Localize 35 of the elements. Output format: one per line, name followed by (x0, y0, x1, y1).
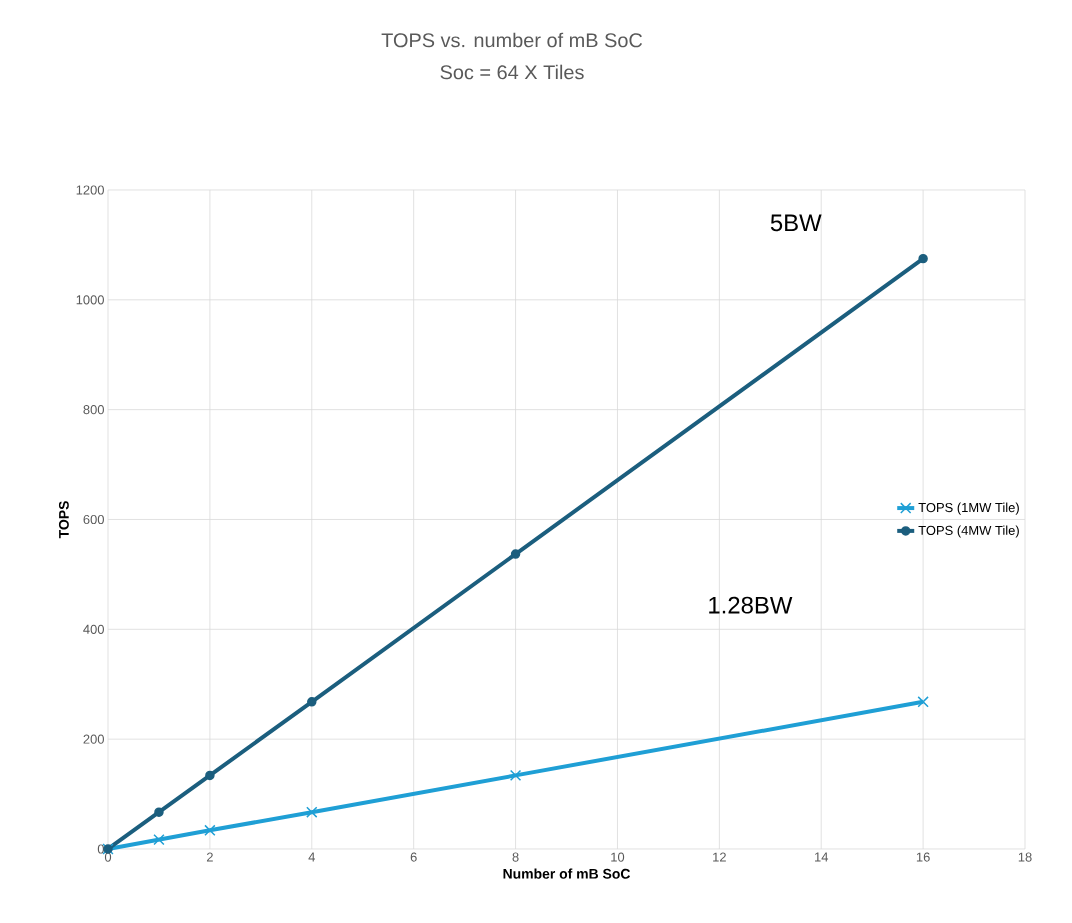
x-tick-label: 2 (206, 852, 213, 862)
annotation: 1.28BW (709, 596, 793, 614)
y-tick-label: 600 (83, 514, 104, 525)
y-tick-label: 400 (83, 624, 104, 634)
point (510, 549, 521, 559)
y-tick-label: 0 (97, 844, 104, 854)
legend-label: TOPS (1MW Tile) (918, 502, 1019, 515)
point (153, 833, 165, 846)
x-tick-label: 6 (410, 852, 417, 862)
x-tick-label: 10 (611, 852, 625, 862)
x-tick-label: 0 (104, 852, 112, 862)
point (918, 253, 928, 264)
legend-label: TOPS (4MW Tile) (918, 525, 1019, 538)
chart-subtitle: Soc = 64 X Tiles (440, 64, 584, 80)
x-tick-label: 14 (815, 852, 829, 862)
point (204, 824, 216, 836)
y-tick-label: 1200 (76, 185, 104, 195)
x-tick-label: 4 (308, 852, 316, 862)
point (917, 696, 929, 708)
x-tick-label: 12 (713, 852, 726, 862)
point (509, 769, 522, 782)
y-axis-title: TOPS (58, 501, 69, 539)
x-axis-title: Number of mB SoC (503, 868, 631, 879)
x-tick-label: 8 (512, 852, 519, 862)
point (205, 770, 215, 781)
y-tick-label: 200 (83, 734, 104, 744)
point (307, 697, 317, 707)
y-tick-label: 1000 (76, 295, 104, 305)
x-tick-label: 18 (1018, 852, 1032, 862)
point (306, 806, 318, 818)
y-tick-label: 800 (83, 405, 104, 415)
chart-title: TOPS vs. number of mB SoC (381, 32, 643, 48)
x-tick-label: 16 (916, 852, 930, 862)
annotation: 5BW (770, 214, 822, 232)
point (154, 807, 164, 817)
